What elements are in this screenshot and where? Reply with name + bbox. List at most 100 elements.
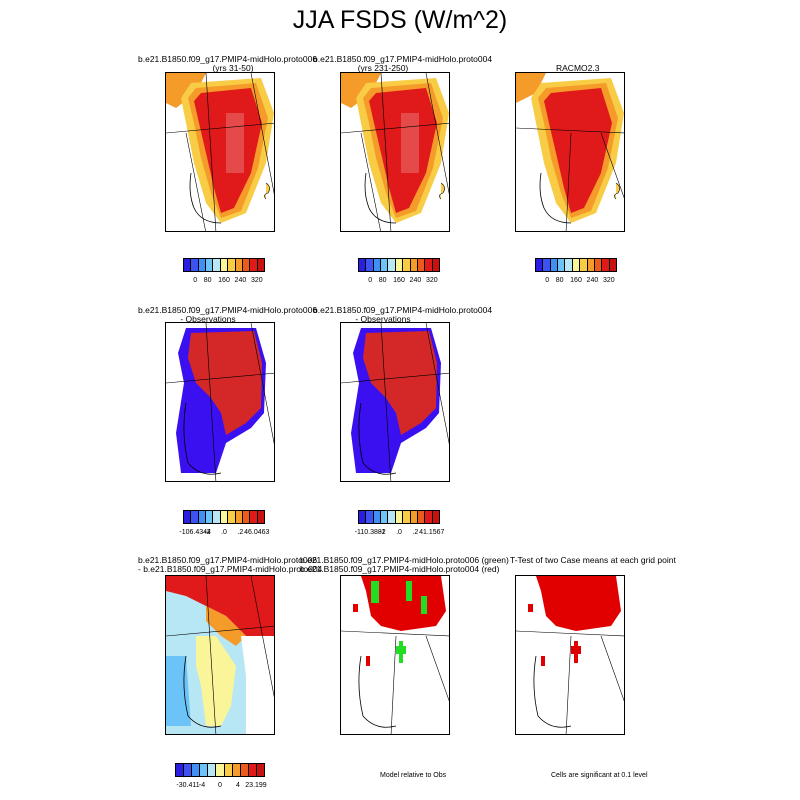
colorbar-swatch bbox=[587, 259, 595, 271]
map-panel-case2-fsds bbox=[340, 72, 450, 232]
colorbar-tick-label: 80 bbox=[555, 277, 564, 284]
colorbar-tick-label: 160 bbox=[393, 277, 405, 284]
note-cells-significant: Cells are significant at 0.1 level bbox=[551, 772, 648, 779]
colorbar-swatch bbox=[184, 764, 193, 776]
colorbar-panel1 bbox=[183, 258, 265, 272]
colorbar-swatch bbox=[191, 259, 199, 271]
map-panel-model-relative-obs bbox=[340, 575, 450, 735]
colorbar-swatch bbox=[250, 259, 258, 271]
colorbar-swatch bbox=[224, 764, 233, 776]
colorbar-swatch bbox=[403, 511, 411, 523]
colorbar-swatch bbox=[609, 259, 616, 271]
colorbar-tick-label: 0 bbox=[368, 277, 373, 284]
panel8-title: T-Test of two Case means at each grid po… bbox=[510, 555, 676, 565]
colorbar-panel4 bbox=[183, 510, 265, 524]
colorbar-swatch bbox=[184, 511, 192, 523]
colorbar-swatch bbox=[432, 259, 439, 271]
colorbar-tick-label: 46.0463 bbox=[244, 529, 270, 536]
colorbar-swatch bbox=[240, 764, 249, 776]
colorbar-swatch bbox=[373, 259, 382, 271]
colorbar-swatch bbox=[242, 259, 251, 271]
panel6-title: b.e21.B1850.f09_g17.PMIP4-midHolo.proto0… bbox=[138, 555, 323, 574]
colorbar-swatch bbox=[580, 259, 588, 271]
colorbar-swatch bbox=[228, 511, 236, 523]
colorbar-swatch bbox=[536, 259, 544, 271]
colorbar-swatch bbox=[388, 511, 396, 523]
colorbar-swatch bbox=[248, 764, 257, 776]
panel7-title: b.e21.B1850.f09_g17.PMIP4-midHolo.proto0… bbox=[300, 555, 509, 574]
colorbar-tick-label: 160 bbox=[218, 277, 230, 284]
colorbar-panel2 bbox=[358, 258, 440, 272]
colorbar-swatch bbox=[594, 259, 603, 271]
colorbar-swatch bbox=[388, 259, 396, 271]
colorbar-swatch bbox=[366, 511, 374, 523]
colorbar-tick-label: 0 bbox=[218, 782, 222, 789]
colorbar-tick-label: 320 bbox=[425, 277, 438, 284]
colorbar-tick-label: -2 bbox=[379, 529, 386, 536]
map-panel-case1-minus-obs bbox=[165, 322, 275, 482]
colorbar-tick-label: 240 bbox=[409, 277, 422, 284]
colorbar-panel6 bbox=[175, 763, 265, 777]
colorbar-swatch bbox=[543, 259, 551, 271]
colorbar-swatch bbox=[232, 764, 241, 776]
colorbar-swatch bbox=[235, 511, 243, 523]
colorbar-swatch bbox=[381, 511, 389, 523]
colorbar-tick-label: 23.199 bbox=[245, 782, 267, 789]
colorbar-tick-label: 160 bbox=[570, 277, 582, 284]
colorbar-tick-label: 0 bbox=[193, 277, 198, 284]
colorbar-swatch bbox=[220, 259, 229, 271]
colorbar-tick-label: .0 bbox=[396, 529, 402, 536]
colorbar-tick-label: .2 bbox=[237, 529, 244, 536]
colorbar-swatch bbox=[257, 511, 264, 523]
colorbar-tick-label: 80 bbox=[378, 277, 387, 284]
panel5-title: b.e21.B1850.f09_g17.PMIP4-midHolo.proto0… bbox=[313, 305, 493, 324]
colorbar-swatch bbox=[366, 259, 374, 271]
colorbar-swatch bbox=[191, 511, 199, 523]
colorbar-swatch bbox=[257, 259, 264, 271]
colorbar-tick-label: .2 bbox=[412, 529, 419, 536]
colorbar-swatch bbox=[208, 764, 217, 776]
map-panel-racmo-fsds bbox=[515, 72, 625, 232]
colorbar-swatch bbox=[359, 259, 367, 271]
colorbar-swatch bbox=[395, 259, 404, 271]
colorbar-tick-label: .0 bbox=[221, 529, 227, 536]
colorbar-tick-label: -2 bbox=[204, 529, 211, 536]
map-panel-case1-fsds bbox=[165, 72, 275, 232]
colorbar-tick-label: 240 bbox=[234, 277, 247, 284]
colorbar-tick-label: 4 bbox=[236, 782, 240, 789]
colorbar-swatch bbox=[432, 511, 439, 523]
colorbar-swatch bbox=[359, 511, 367, 523]
colorbar-tick-label: 0 bbox=[545, 277, 550, 284]
colorbar-tick-label: 80 bbox=[203, 277, 212, 284]
colorbar-swatch bbox=[558, 259, 566, 271]
colorbar-swatch bbox=[256, 764, 265, 776]
colorbar-swatch bbox=[565, 259, 573, 271]
map-panel-ttest bbox=[515, 575, 625, 735]
colorbar-swatch bbox=[425, 259, 433, 271]
colorbar-tick-label: 320 bbox=[602, 277, 615, 284]
map-panel-case2-minus-obs bbox=[340, 322, 450, 482]
colorbar-swatch bbox=[417, 259, 426, 271]
colorbar-swatch bbox=[235, 259, 243, 271]
colorbar-swatch bbox=[550, 259, 559, 271]
colorbar-tick-label: 240 bbox=[586, 277, 599, 284]
colorbar-tick-label: -30.411 bbox=[176, 782, 200, 789]
colorbar-tick-label: -4 bbox=[198, 782, 206, 789]
colorbar-swatch bbox=[184, 259, 192, 271]
colorbar-tick-label: -110.3881 bbox=[354, 529, 386, 536]
colorbar-swatch bbox=[403, 259, 411, 271]
colorbar-swatch bbox=[198, 511, 207, 523]
panel2-title: b.e21.B1850.f09_g17.PMIP4-midHolo.proto0… bbox=[313, 54, 493, 73]
colorbar-swatch bbox=[242, 511, 251, 523]
panel1-title: b.e21.B1850.f09_g17.PMIP4-midHolo.proto0… bbox=[138, 54, 318, 73]
colorbar-tick-label: -106.4344 bbox=[179, 529, 211, 536]
colorbar-swatch bbox=[410, 259, 418, 271]
colorbar-swatch bbox=[213, 511, 221, 523]
colorbar-swatch bbox=[192, 764, 201, 776]
colorbar-swatch bbox=[425, 511, 433, 523]
colorbar-swatch bbox=[228, 259, 236, 271]
colorbar-swatch bbox=[206, 259, 214, 271]
colorbar-panel3 bbox=[535, 258, 617, 272]
colorbar-swatch bbox=[417, 511, 426, 523]
figure-title: JJA FSDS (W/m^2) bbox=[292, 6, 508, 34]
